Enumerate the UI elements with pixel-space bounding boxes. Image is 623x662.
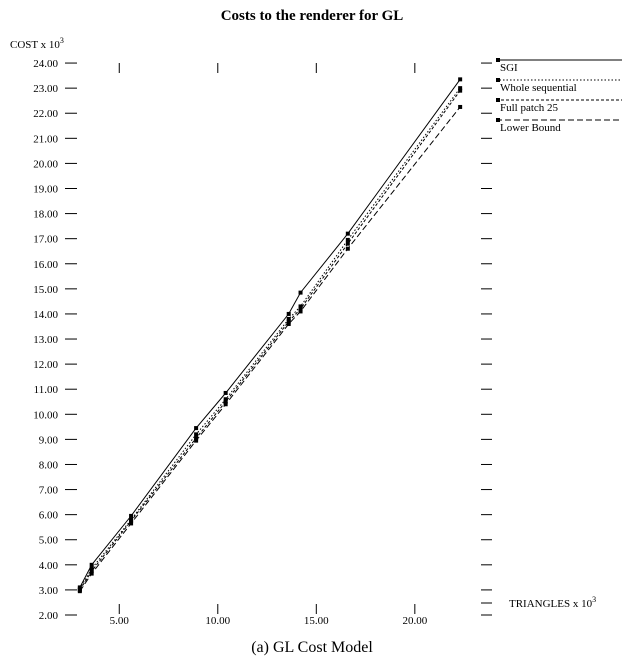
y-tick-label: 18.00 [33, 209, 58, 221]
y-tick-label: 13.00 [33, 334, 58, 346]
series-lower-bound [77, 104, 463, 594]
series-whole-sequential [77, 86, 463, 591]
data-point [129, 521, 134, 526]
x-axis-ticks: 5.00 10.00 15.00 20.00 [110, 63, 428, 627]
data-point [223, 390, 228, 395]
data-point [194, 426, 199, 431]
data-point [286, 321, 291, 326]
y-tick-label: 3.00 [39, 585, 59, 597]
data-point [194, 438, 199, 443]
data-point [286, 311, 291, 316]
y-tick-label: 20.00 [33, 158, 58, 170]
data-point [223, 402, 228, 407]
y-tick-label: 22.00 [33, 108, 58, 120]
legend: SGI Whole sequential Full patch 25 Lower Bo… [496, 58, 622, 134]
series-line [79, 90, 461, 591]
data-point [89, 566, 94, 571]
series-line [79, 79, 461, 588]
data-point [298, 304, 303, 309]
x-tick-label: 10.00 [205, 615, 230, 627]
data-point [89, 569, 94, 574]
data-point [286, 316, 291, 321]
x-tick-label: 20.00 [402, 615, 427, 627]
x-tick-label: 5.00 [110, 615, 130, 627]
y-tick-label: 10.00 [33, 409, 58, 421]
legend-marker [496, 78, 500, 82]
y-tick-label: 19.00 [33, 183, 58, 195]
y-tick-label: 9.00 [39, 434, 59, 446]
legend-label: Lower Bound [500, 122, 561, 134]
y-tick-label: 4.00 [39, 560, 59, 572]
y-tick-label: 12.00 [33, 359, 58, 371]
y-tick-label: 7.00 [39, 485, 59, 497]
y-tick-label: 15.00 [33, 284, 58, 296]
data-point [89, 571, 94, 576]
data-point [298, 309, 303, 314]
data-point [298, 290, 303, 295]
y-tick-label: 5.00 [39, 535, 59, 547]
y-axis-label: COST x 103 [10, 36, 64, 51]
legend-marker [496, 98, 500, 102]
legend-marker [496, 58, 500, 62]
y-tick-label: 21.00 [33, 133, 58, 145]
y-tick-label: 8.00 [39, 459, 59, 471]
y-axis-ticks-right [481, 62, 492, 616]
y-tick-label: 14.00 [33, 309, 58, 321]
data-point [223, 399, 228, 404]
y-tick-label: 24.00 [33, 58, 58, 70]
data-point [345, 231, 350, 236]
data-point [194, 436, 199, 441]
series-line [79, 106, 461, 592]
data-point [89, 562, 94, 567]
x-axis-label-exp: 3 [592, 595, 596, 604]
y-tick-label: 11.00 [34, 384, 59, 396]
legend-label: SGI [500, 62, 518, 74]
legend-label: Full patch 25 [500, 102, 559, 114]
data-point [458, 104, 463, 109]
data-point [345, 246, 350, 251]
data-point [129, 513, 134, 518]
x-tick-label: 15.00 [304, 615, 329, 627]
series-full-patch-25 [77, 88, 463, 592]
data-point [194, 432, 199, 437]
y-axis-ticks: 2.00 3.00 4.00 5.00 6.00 7.00 8.00 9.00 10.00 11.… [33, 58, 77, 622]
data-point [298, 306, 303, 311]
legend-marker [496, 118, 500, 122]
data-point [77, 589, 82, 594]
figure-caption: (a) GL Cost Model [251, 639, 373, 656]
data-point [286, 319, 291, 324]
data-point [129, 518, 134, 523]
data-point [458, 86, 463, 91]
y-axis-label-base: COST x 10 [10, 39, 60, 51]
y-tick-label: 2.00 [39, 610, 59, 622]
data-point [458, 77, 463, 82]
y-tick-label: 6.00 [39, 510, 59, 522]
y-axis-label-exp: 3 [60, 36, 64, 45]
data-point [458, 88, 463, 93]
x-axis-label-base: TRIANGLES x 10 [509, 598, 593, 610]
data-point [345, 241, 350, 246]
chart-title: Costs to the renderer for GL [221, 8, 404, 24]
y-tick-label: 16.00 [33, 259, 58, 271]
series-sgi [77, 77, 463, 590]
data-point [223, 397, 228, 402]
legend-label: Whole sequential [500, 82, 577, 94]
x-axis-label: TRIANGLES x 103 [509, 595, 596, 610]
data-point [345, 237, 350, 242]
series-lines [77, 77, 463, 594]
y-tick-label: 17.00 [33, 234, 58, 246]
y-tick-label: 23.00 [33, 83, 58, 95]
